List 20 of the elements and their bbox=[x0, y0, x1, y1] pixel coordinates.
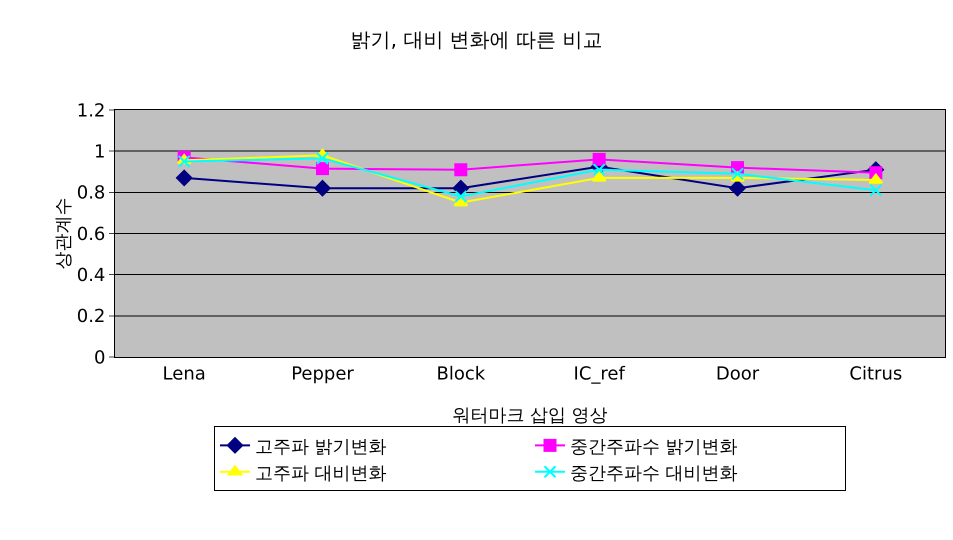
x-tick-label: Lena bbox=[162, 364, 206, 385]
legend-label: 중간주파수 대비변화 bbox=[570, 462, 738, 484]
y-tick-label: 1 bbox=[94, 141, 106, 162]
y-tick-label: 0.6 bbox=[76, 224, 106, 245]
legend-label: 고주파 대비변화 bbox=[255, 462, 387, 484]
chart-title: 밝기, 대비 변화에 따른 비교 bbox=[350, 27, 602, 52]
x-tick-label: Door bbox=[716, 364, 760, 385]
y-tick-label: 0 bbox=[94, 347, 106, 368]
y-tick-label: 1.2 bbox=[76, 100, 106, 122]
y-axis-title: 상관계수 bbox=[53, 198, 74, 270]
x-axis-title: 워터마크 삽입 영상 bbox=[452, 405, 608, 426]
x-tick-label: Citrus bbox=[849, 364, 902, 385]
y-tick-label: 0.8 bbox=[76, 182, 106, 204]
legend-label: 중간주파수 밝기변화 bbox=[570, 436, 738, 458]
y-tick-label: 0.2 bbox=[76, 306, 106, 328]
legend-label: 고주파 밝기변화 bbox=[255, 436, 387, 458]
y-tick-label: 0.4 bbox=[76, 264, 106, 286]
x-tick-label: Block bbox=[436, 364, 486, 385]
x-tick-label: Pepper bbox=[291, 364, 354, 385]
x-tick-label: IC_ref bbox=[574, 364, 626, 385]
